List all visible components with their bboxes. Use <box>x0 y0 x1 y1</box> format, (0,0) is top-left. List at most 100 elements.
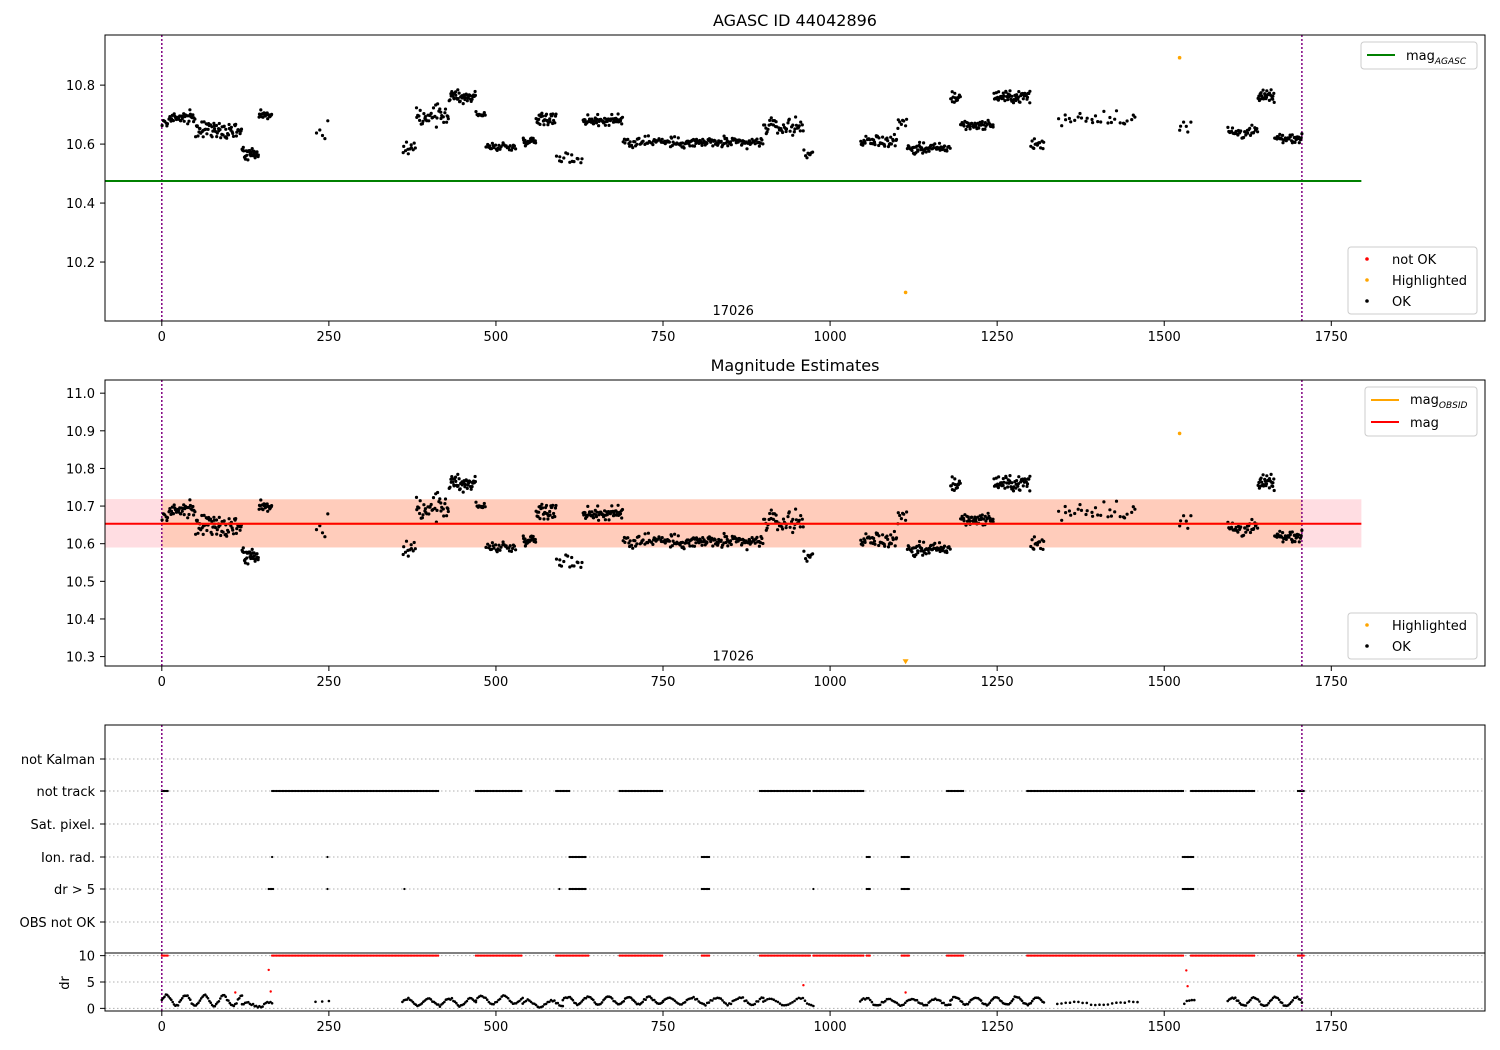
ok-point <box>404 140 409 144</box>
ok-point <box>423 507 427 511</box>
ok-point <box>760 138 764 142</box>
dr-point <box>683 1000 687 1004</box>
dr-point <box>1056 1002 1059 1006</box>
ok-point <box>1038 540 1042 544</box>
ok-point <box>170 505 174 509</box>
legend-not-ok-label: not OK <box>1392 253 1437 268</box>
ok-point <box>534 141 538 145</box>
ok-point <box>512 144 517 148</box>
ok-point <box>953 477 957 481</box>
ok-point <box>1259 91 1263 95</box>
ok-point <box>788 129 792 133</box>
ok-point <box>1293 540 1297 544</box>
ok-point <box>590 510 594 514</box>
ok-point <box>200 513 204 518</box>
x-tick-label: 0 <box>158 1020 166 1035</box>
flag-point <box>403 887 406 891</box>
ok-point <box>757 144 762 148</box>
ok-point <box>784 129 788 134</box>
ok-point <box>243 561 247 565</box>
ok-point <box>769 116 773 120</box>
ok-point <box>191 113 195 117</box>
ok-point <box>861 543 865 547</box>
ok-point <box>711 144 715 148</box>
ok-point <box>1076 115 1080 119</box>
ok-point <box>1057 117 1061 121</box>
ok-point <box>1060 518 1064 522</box>
ok-point <box>414 106 419 110</box>
ok-point <box>448 485 452 489</box>
ok-point <box>412 540 416 545</box>
ok-point <box>949 484 953 488</box>
ok-point <box>218 128 222 132</box>
ok-point <box>799 514 803 518</box>
ok-point <box>402 144 406 148</box>
ok-point <box>1236 530 1240 534</box>
ok-point <box>1186 130 1190 134</box>
flag-row-label: OBS not OK <box>20 916 96 931</box>
flag-point <box>868 887 871 891</box>
flag-point <box>271 855 274 859</box>
ok-point <box>551 503 555 507</box>
ok-point <box>231 532 236 536</box>
ok-point <box>442 514 446 518</box>
ok-point <box>429 111 433 115</box>
dr-point <box>407 996 410 1000</box>
ok-point <box>1229 525 1234 530</box>
ok-point <box>452 97 456 101</box>
ok-point <box>259 498 263 502</box>
x-tick-label: 750 <box>651 675 676 690</box>
ok-point <box>616 503 620 507</box>
dr-point <box>167 995 170 998</box>
ok-point <box>760 536 764 541</box>
ok-point <box>1298 536 1303 540</box>
ok-point <box>1281 133 1285 137</box>
dr-point <box>1258 1000 1261 1003</box>
panel-2-frame <box>104 379 1486 667</box>
dr-point <box>1247 1000 1251 1004</box>
ok-point <box>1039 546 1043 551</box>
ok-point <box>651 542 655 547</box>
dr-point <box>1237 999 1240 1002</box>
ok-point <box>439 509 443 513</box>
ok-point <box>1003 99 1007 103</box>
dr-point <box>1185 999 1189 1003</box>
ok-point <box>962 124 966 128</box>
ok-point <box>1113 117 1117 121</box>
ok-point <box>1063 113 1067 117</box>
ok-point <box>776 131 780 135</box>
ok-point <box>1179 519 1183 523</box>
ok-point <box>509 549 514 554</box>
ok-point <box>755 137 759 141</box>
dr-point <box>883 999 887 1003</box>
ok-point <box>1271 97 1275 101</box>
ok-point <box>522 540 526 544</box>
ok-point <box>558 558 562 562</box>
dr-point <box>795 997 798 1001</box>
ok-point <box>945 149 949 153</box>
ok-point <box>922 540 926 544</box>
ok-point <box>229 125 233 129</box>
dr-point <box>1265 1003 1269 1007</box>
x-tick-label: 1000 <box>814 1020 847 1035</box>
ok-point <box>927 551 931 555</box>
ok-point <box>436 490 440 495</box>
ok-point <box>242 149 246 153</box>
dr-flagged-point <box>962 954 965 957</box>
ok-point <box>1287 535 1291 539</box>
ok-point <box>872 539 877 543</box>
dr-point <box>780 1003 784 1007</box>
ok-point <box>607 518 611 522</box>
ok-point <box>1182 120 1186 124</box>
dr-point <box>1009 1001 1012 1005</box>
ok-point <box>540 506 545 510</box>
dr-point <box>787 1003 790 1006</box>
x-tick-label: 500 <box>484 1020 509 1035</box>
legend-ok-marker-2 <box>1365 644 1369 648</box>
ok-point <box>801 525 805 529</box>
ok-point <box>215 528 219 532</box>
dr-point <box>904 1001 907 1005</box>
ok-point <box>1184 519 1188 523</box>
ok-point <box>1293 140 1297 144</box>
ok-point <box>1123 122 1127 126</box>
